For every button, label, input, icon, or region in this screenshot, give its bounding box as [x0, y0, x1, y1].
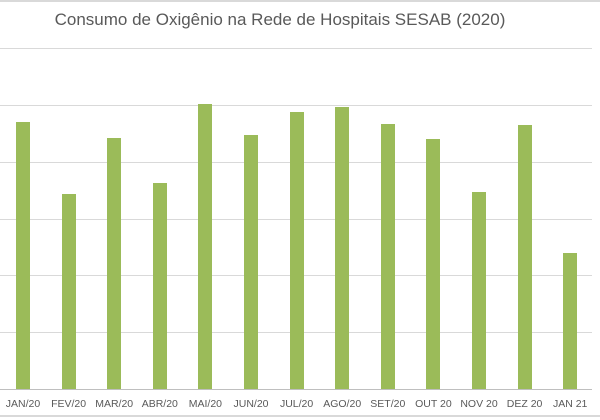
bar [472, 191, 486, 389]
x-tick-label: SET/20 [370, 398, 406, 410]
chart-title: Consumo de Oxigênio na Rede de Hospitais… [54, 10, 506, 29]
bar [289, 111, 304, 389]
x-tick-label: MAI/20 [188, 398, 223, 410]
bottom-border [0, 415, 600, 417]
x-tick-label: JUL/20 [279, 398, 314, 410]
bar [16, 122, 30, 389]
bar [426, 138, 441, 389]
x-tick-label: MAR/20 [95, 398, 134, 410]
gridline [0, 48, 592, 49]
x-tick-label: OUT 20 [415, 398, 452, 410]
bar [517, 124, 532, 389]
top-border [0, 0, 600, 2]
bar [61, 194, 76, 389]
plot-area [0, 48, 592, 390]
x-tick-label: FEV/20 [51, 398, 87, 410]
bar [335, 107, 350, 389]
x-axis-line [0, 389, 592, 390]
x-tick-label: JAN/20 [5, 398, 41, 410]
bar [152, 182, 167, 389]
x-tick-label: AGO/20 [323, 398, 362, 410]
bar [563, 252, 578, 389]
bar [380, 123, 395, 389]
x-tick-label: JUN/20 [233, 398, 269, 410]
bar [198, 103, 213, 389]
bar [107, 137, 122, 389]
x-tick-label: JAN 21 [552, 398, 588, 410]
bar [244, 134, 258, 389]
x-tick-label: DEZ 20 [506, 398, 543, 410]
gridline [0, 104, 592, 106]
x-tick-label: ABR/20 [141, 398, 178, 410]
x-tick-label: NOV 20 [460, 398, 498, 410]
